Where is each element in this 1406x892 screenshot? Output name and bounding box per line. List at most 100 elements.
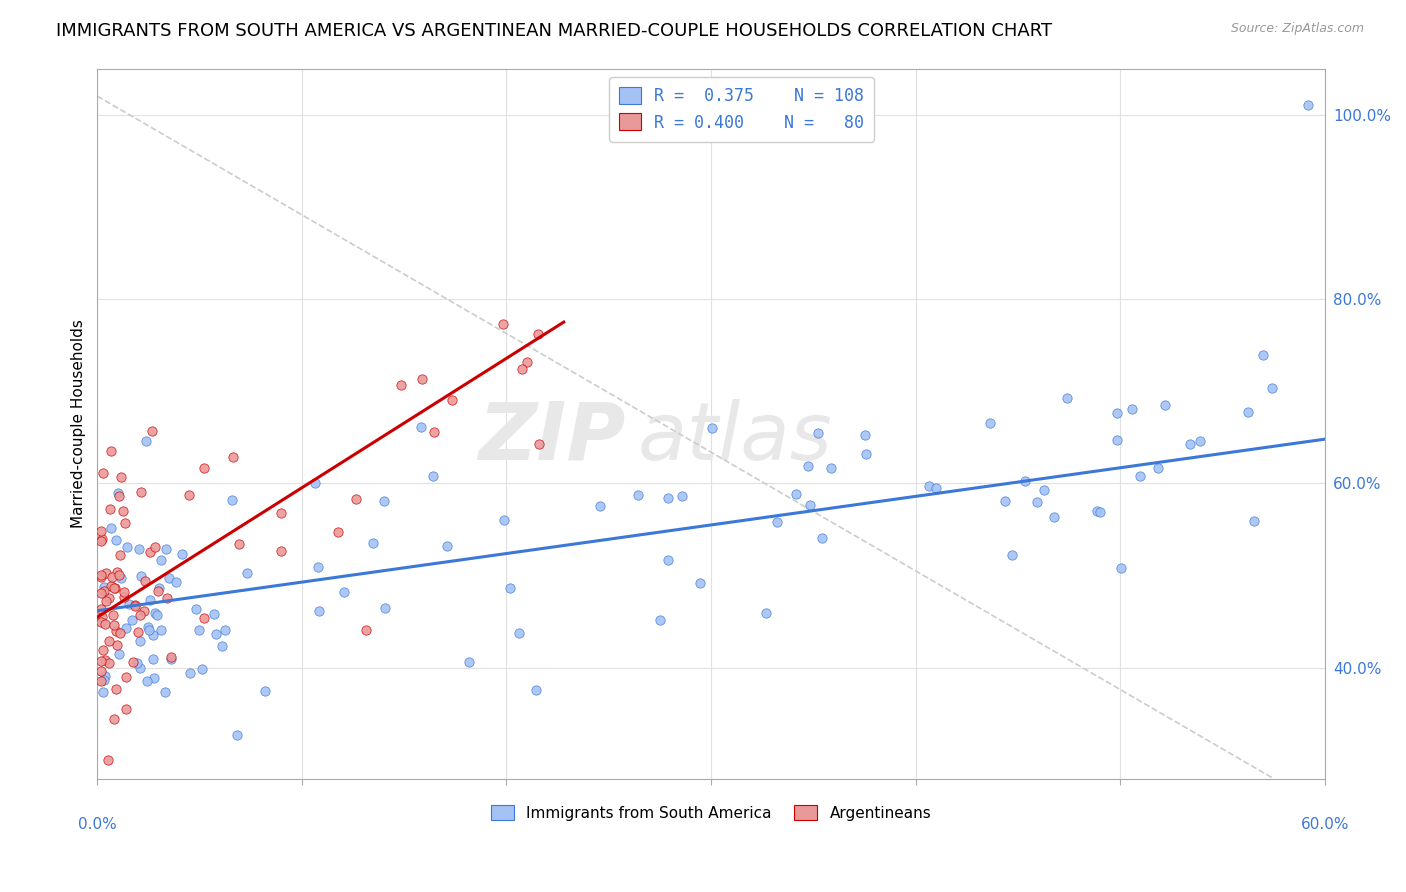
Point [127, 656, 149, 670]
Point [516, 355, 538, 369]
Point [214, 623, 236, 637]
Point [132, 603, 155, 617]
Point [157, 571, 180, 585]
Point [228, 537, 250, 551]
Point [1153, 398, 1175, 412]
Point [93, 653, 115, 667]
Point [671, 489, 693, 503]
Point [128, 542, 150, 557]
Point [423, 425, 446, 439]
Point [155, 542, 177, 557]
Point [90, 586, 112, 600]
Point [146, 608, 169, 623]
Point [138, 623, 160, 637]
Point [90, 568, 112, 582]
Point [107, 486, 129, 500]
Point [155, 684, 177, 698]
Point [221, 493, 243, 508]
Point [304, 475, 326, 490]
Point [97, 753, 120, 767]
Point [492, 317, 515, 331]
Point [332, 585, 354, 599]
Point [785, 487, 807, 501]
Point [93, 684, 115, 698]
Point [657, 491, 679, 505]
Point [90, 534, 112, 549]
Point [211, 639, 233, 653]
Point [308, 604, 330, 618]
Point [117, 597, 139, 611]
Point [104, 681, 127, 696]
Point [1105, 434, 1128, 448]
Point [100, 444, 122, 458]
Point [755, 607, 778, 621]
Point [124, 599, 146, 613]
Point [689, 576, 711, 591]
Point [114, 702, 136, 716]
Point [1107, 406, 1129, 420]
Point [143, 541, 166, 555]
Point [994, 493, 1017, 508]
Text: atlas: atlas [637, 399, 832, 476]
Point [107, 566, 129, 580]
Point [103, 608, 125, 623]
Point [103, 581, 125, 595]
Point [650, 613, 672, 627]
Point [135, 434, 157, 449]
Point [142, 628, 165, 642]
Point [796, 458, 818, 473]
Point [1189, 434, 1212, 449]
Point [193, 460, 215, 475]
Point [204, 627, 226, 641]
Point [115, 621, 138, 635]
Point [326, 525, 349, 540]
Point [799, 498, 821, 512]
Point [236, 566, 259, 581]
Point [1014, 474, 1036, 488]
Point [160, 649, 183, 664]
Point [853, 428, 876, 442]
Point [1178, 437, 1201, 451]
Point [105, 624, 128, 639]
Point [150, 553, 173, 567]
Point [363, 536, 385, 550]
Point [589, 499, 612, 513]
Text: ZIP: ZIP [478, 399, 626, 476]
Point [103, 712, 125, 726]
Point [184, 602, 207, 616]
Point [440, 393, 463, 408]
Point [820, 460, 842, 475]
Point [1251, 348, 1274, 362]
Point [114, 516, 136, 531]
Point [104, 533, 127, 548]
Point [150, 623, 173, 637]
Point [627, 488, 650, 502]
Point [94, 566, 117, 581]
Point [253, 683, 276, 698]
Point [135, 674, 157, 689]
Legend: R =  0.375    N = 108, R = 0.400    N =   80: R = 0.375 N = 108, R = 0.400 N = 80 [609, 77, 875, 142]
Point [90, 570, 112, 584]
Point [90, 664, 112, 678]
Point [93, 583, 115, 598]
Point [411, 420, 433, 434]
Point [142, 652, 165, 666]
Point [90, 532, 112, 546]
Point [98, 656, 121, 670]
Point [1109, 560, 1132, 574]
Point [374, 601, 396, 615]
Point [1043, 510, 1066, 524]
Point [1261, 381, 1284, 395]
Point [807, 425, 830, 440]
Point [1147, 461, 1170, 475]
Point [108, 626, 131, 640]
Point [127, 625, 149, 640]
Point [510, 362, 533, 376]
Point [100, 520, 122, 534]
Point [110, 548, 132, 562]
Point [141, 424, 163, 438]
Point [202, 607, 225, 621]
Point [1085, 504, 1108, 518]
Point [91, 643, 114, 657]
Point [129, 634, 152, 648]
